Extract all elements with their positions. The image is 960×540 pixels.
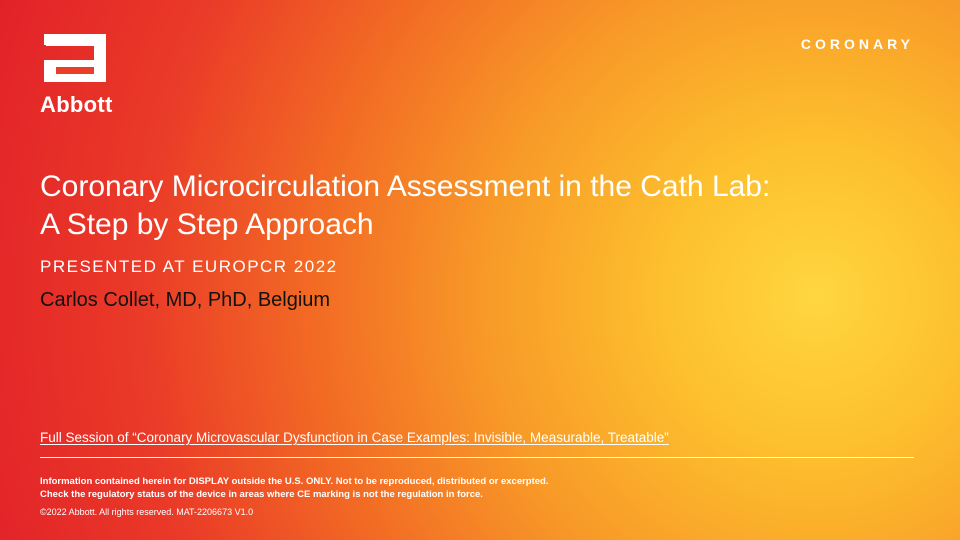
title-line-1: Coronary Microcirculation Assessment in … <box>40 170 770 203</box>
session-reference: Full Session of “Coronary Microvascular … <box>40 430 914 458</box>
title-slide: Abbott CORONARY Coronary Microcirculatio… <box>0 0 960 540</box>
brand-name: Abbott <box>40 92 113 118</box>
title-line-2: A Step by Step Approach <box>40 208 374 241</box>
category-label: CORONARY <box>801 36 914 52</box>
disclaimer-line-1: Information contained herein for DISPLAY… <box>40 476 914 489</box>
disclaimer-line-2: Check the regulatory status of the devic… <box>40 489 914 502</box>
footer-block: Information contained herein for DISPLAY… <box>40 476 914 518</box>
presenter-name: Carlos Collet, MD, PhD, Belgium <box>40 289 900 312</box>
slide-title: Coronary Microcirculation Assessment in … <box>40 168 900 243</box>
slide-subtitle: PRESENTED AT EUROPCR 2022 <box>40 257 900 277</box>
abbott-a-icon <box>40 30 110 86</box>
brand-logo: Abbott <box>40 30 113 118</box>
copyright-line: ©2022 Abbott. All rights reserved. MAT-2… <box>40 506 914 518</box>
content-block: Coronary Microcirculation Assessment in … <box>40 168 900 312</box>
